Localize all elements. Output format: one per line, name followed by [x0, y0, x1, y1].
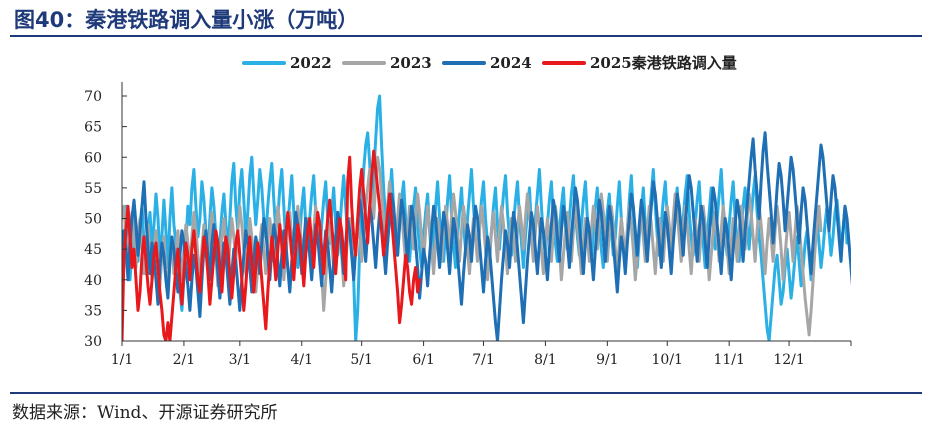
legend-label: 2025秦港铁路调入量 — [590, 54, 737, 72]
x-tick-label: 3/1 — [229, 352, 252, 368]
legend-label: 2023 — [390, 54, 432, 72]
y-tick-label: 45 — [84, 242, 102, 258]
axes: 30 35 40 45 50 55 60 65 70 1/1 2/1 3/1 4/1 5/1 6/1 7/1 8… — [84, 82, 852, 368]
y-tick-label: 35 — [84, 303, 102, 319]
y-tick-label: 65 — [84, 120, 102, 136]
x-tick-label: 9/1 — [596, 352, 619, 368]
x-tick-label: 6/1 — [412, 352, 435, 368]
series-line-2025秦港铁路调入量 — [122, 149, 422, 341]
legend-label: 2022 — [290, 54, 332, 72]
x-tick-label: 5/1 — [350, 352, 373, 368]
y-tick-label: 50 — [84, 212, 102, 228]
legend-item-2023: 2023 — [342, 54, 432, 72]
legend-item-2025秦港铁路调入量: 2025秦港铁路调入量 — [542, 54, 737, 72]
bottom-divider — [10, 392, 922, 394]
legend-item-2024: 2024 — [442, 54, 532, 72]
legend-label: 2024 — [490, 54, 532, 72]
y-tick-label: 55 — [84, 181, 102, 197]
x-tick-label: 1/1 — [111, 352, 134, 368]
legend: 2022 2023 2024 2025秦港铁路调入量 — [242, 54, 737, 72]
title-bar: 图40：秦港铁路调入量小涨（万吨） — [0, 0, 931, 37]
x-tick-label: 7/1 — [472, 352, 495, 368]
y-tick-label: 40 — [84, 273, 102, 289]
y-tick-label: 60 — [84, 150, 102, 166]
source-note: 数据来源：Wind、开源证券研究所 — [12, 403, 278, 423]
x-tick-label: 4/1 — [290, 352, 313, 368]
x-tick-label: 10/1 — [652, 352, 683, 368]
chart-area: 2022 2023 2024 2025秦港铁路调入量 30 35 40 45 50 55 60 65… — [0, 40, 931, 390]
line-chart: 2022 2023 2024 2025秦港铁路调入量 30 35 40 45 50 55 60 65… — [84, 54, 852, 368]
y-tick-label: 70 — [84, 89, 102, 105]
figure-title: 图40：秦港铁路调入量小涨（万吨） — [14, 8, 359, 32]
x-tick-label: 12/1 — [773, 352, 804, 368]
x-tick-label: 2/1 — [173, 352, 196, 368]
x-tick-label: 8/1 — [534, 352, 557, 368]
series-lines — [122, 94, 851, 341]
series-line-2024 — [122, 131, 851, 341]
y-tick-label: 30 — [84, 334, 102, 350]
legend-item-2022: 2022 — [242, 54, 332, 72]
x-tick-label: 11/1 — [713, 352, 744, 368]
title-divider — [10, 35, 922, 37]
